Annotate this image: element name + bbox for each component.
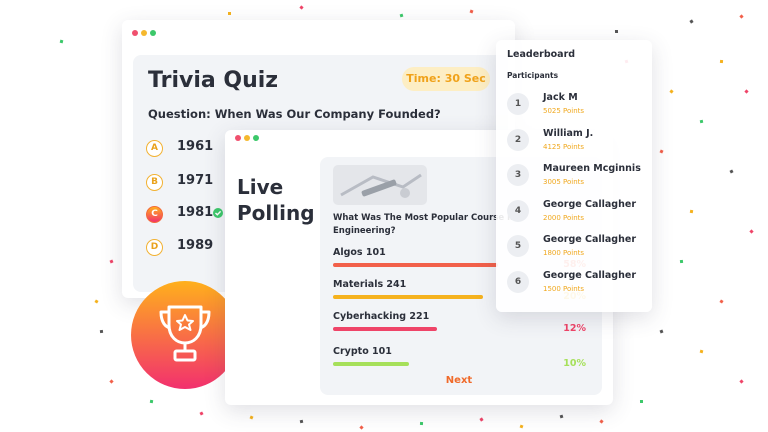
confetti-piece [199, 411, 204, 416]
confetti-piece [749, 229, 754, 234]
participant-points: 3005 Points [543, 178, 585, 187]
confetti-piece [228, 12, 231, 15]
poll-option-label[interactable]: Cyberhacking 221 [333, 311, 430, 322]
rank-badge: 5 [507, 235, 529, 258]
window-dot [132, 30, 138, 36]
participant-points: 4125 Points [543, 142, 585, 151]
confetti-piece [519, 424, 524, 429]
confetti-piece [719, 59, 724, 64]
participant-points: 2000 Points [543, 213, 585, 222]
confetti-piece [359, 425, 364, 430]
poll-bar [333, 295, 483, 299]
participant-name: Maureen Mcginnis [543, 163, 641, 175]
participant-name: George Callagher [543, 234, 637, 246]
window-dot [244, 135, 250, 141]
leaderboard-subtitle: Participants [507, 71, 559, 80]
confetti-piece [399, 13, 404, 18]
option-text[interactable]: 1971 [177, 173, 214, 188]
poll-percent: 10% [563, 358, 586, 369]
rank-badge: 1 [507, 93, 529, 115]
participant-name: William J. [543, 127, 594, 139]
rank-badge: 6 [507, 271, 529, 293]
next-button[interactable]: Next [445, 375, 473, 386]
poll-bar [333, 263, 498, 267]
confetti-piece [59, 39, 64, 44]
confetti-piece [729, 169, 734, 174]
confetti-piece [249, 415, 254, 420]
poll-title-line: Polling [237, 201, 315, 225]
confetti-piece [719, 299, 724, 304]
confetti-piece [479, 417, 484, 422]
confetti-piece [689, 19, 694, 24]
confetti-piece [639, 399, 644, 404]
option-letter[interactable]: D [146, 239, 163, 256]
confetti-piece [419, 421, 424, 426]
confetti-piece [659, 329, 664, 334]
confetti-piece [109, 259, 114, 264]
confetti-piece [699, 119, 704, 124]
participant-name: George Callagher [543, 270, 637, 281]
confetti-piece [94, 299, 99, 304]
poll-question-line: Engineering? [333, 226, 396, 236]
participant-name: Jack M [543, 92, 578, 103]
confetti-piece [299, 5, 304, 10]
confetti-piece [109, 379, 114, 384]
trophy-badge [131, 281, 239, 389]
participant-name: George Callagher [543, 198, 637, 210]
window-dot [253, 135, 259, 141]
confetti-piece [469, 9, 474, 14]
correct-check [213, 208, 223, 218]
confetti-piece [669, 89, 674, 94]
confetti-piece [689, 209, 694, 214]
rank-badge: 3 [507, 164, 529, 187]
participant-points: 5025 Points [543, 107, 585, 115]
quiz-title: Trivia Quiz [148, 68, 279, 93]
confetti-piece [739, 14, 744, 19]
confetti-piece [659, 149, 664, 154]
window-dot [235, 135, 241, 141]
confetti-piece [599, 419, 604, 424]
leaderboard-title: Leaderboard [507, 49, 576, 60]
confetti-piece [559, 414, 564, 419]
poll-option-label[interactable]: Crypto 101 [333, 346, 392, 357]
confetti-piece [99, 329, 104, 334]
poll-bar [333, 362, 409, 366]
confetti-piece [739, 379, 744, 384]
confetti-piece [614, 29, 619, 34]
option-text[interactable]: 1989 [177, 238, 214, 253]
rank-badge: 2 [507, 128, 529, 151]
confetti-piece [299, 419, 304, 424]
poll-question-line: What Was The Most Popular Course in [333, 213, 517, 223]
option-text[interactable]: 1961 [177, 139, 214, 154]
poll-bar [333, 327, 437, 331]
poll-option-label[interactable]: Materials 241 [333, 279, 407, 290]
poll-image [333, 165, 427, 205]
option-letter[interactable]: A [146, 140, 163, 157]
quiz-question: Question: When Was Our Company Founded? [148, 107, 441, 121]
poll-percent: 12% [563, 323, 586, 334]
option-letter[interactable]: C [146, 206, 163, 223]
window-dot [141, 30, 147, 36]
poll-option-label[interactable]: Algos 101 [333, 247, 386, 258]
confetti-piece [149, 399, 154, 404]
option-text[interactable]: 1981 [177, 205, 214, 220]
participant-points: 1800 Points [543, 249, 585, 258]
option-letter[interactable]: B [146, 174, 163, 191]
quiz-timer: Time: 30 Sec [402, 67, 490, 91]
window-dot [150, 30, 156, 36]
poll-title-line: Live [237, 175, 284, 199]
confetti-piece [699, 349, 704, 354]
confetti-piece [679, 259, 684, 264]
rank-badge: 4 [507, 199, 529, 222]
confetti-piece [744, 89, 749, 94]
participant-points: 1500 Points [543, 285, 585, 293]
